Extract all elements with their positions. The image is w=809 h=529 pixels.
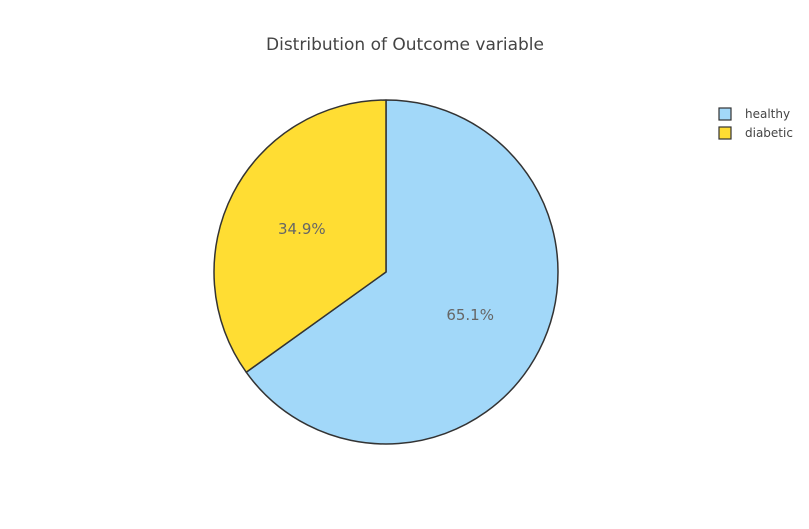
legend-swatch-healthy[interactable] bbox=[718, 107, 732, 121]
slice-label-diabetic: 34.9% bbox=[278, 220, 326, 238]
pie-slice-labels: 65.1% 34.9% bbox=[278, 220, 494, 324]
chart-title: Distribution of Outcome variable bbox=[266, 35, 544, 55]
slice-label-healthy: 65.1% bbox=[446, 306, 494, 324]
pie-slices bbox=[213, 99, 559, 445]
legend-swatch-diabetic[interactable] bbox=[718, 126, 732, 140]
legend-label-diabetic[interactable]: diabetic bbox=[745, 126, 793, 140]
legend-label-healthy[interactable]: healthy bbox=[745, 107, 790, 121]
pie-slice-healthy[interactable] bbox=[245, 99, 559, 445]
legend: healthy diabetic bbox=[718, 107, 793, 140]
pie-slice-diabetic[interactable] bbox=[213, 99, 387, 373]
